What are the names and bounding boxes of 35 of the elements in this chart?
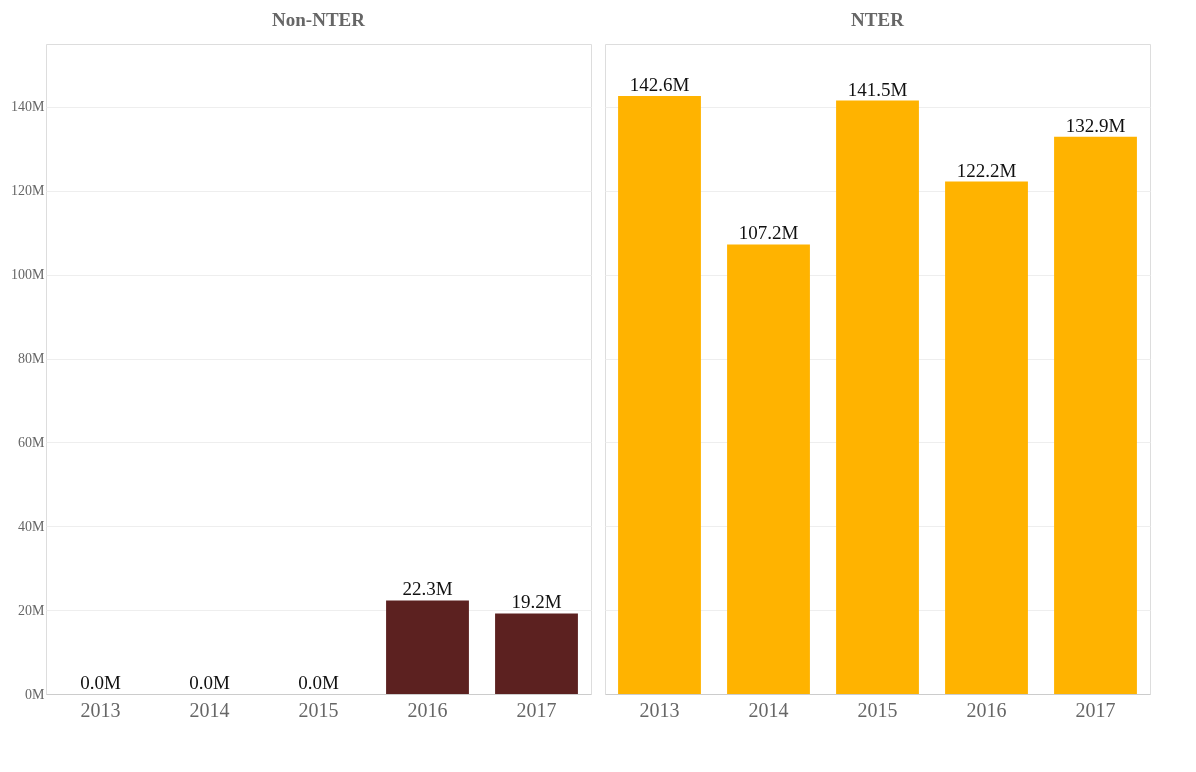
data-label: 0.0M [80, 672, 121, 693]
y-tick-label: 40M [18, 518, 46, 534]
x-tick-label: 2015 [857, 698, 898, 721]
x-tick-label: 2016 [966, 698, 1007, 721]
bar [618, 96, 701, 694]
data-label: 0.0M [189, 672, 230, 693]
x-tick-label: 2013 [639, 698, 680, 721]
data-label: 0.0M [298, 672, 339, 693]
chart-title: Non-NTER [272, 9, 366, 30]
x-tick-label: 2017 [1075, 698, 1116, 721]
data-label: 22.3M [402, 578, 453, 600]
data-label: 19.2M [511, 591, 562, 613]
y-tick-label: 20M [18, 602, 46, 618]
bar [727, 244, 810, 694]
data-label: 142.6M [629, 74, 690, 95]
x-tick-label: 2017 [516, 698, 557, 721]
bar [836, 100, 919, 694]
y-tick-label: 60M [18, 434, 46, 450]
bar [945, 181, 1028, 694]
x-tick-label: 2016 [407, 698, 448, 721]
data-label: 132.9M [1065, 114, 1126, 136]
y-tick-label: 0M [25, 686, 46, 702]
y-tick-label: 140M [11, 99, 46, 115]
x-tick-label: 2014 [748, 698, 789, 721]
y-tick-label: 120M [11, 183, 46, 199]
x-tick-label: 2013 [80, 698, 121, 721]
y-tick-label: 100M [11, 267, 46, 283]
data-label: 122.2M [956, 159, 1017, 181]
x-tick-label: 2015 [298, 698, 339, 721]
bar [1054, 136, 1137, 694]
data-label: 107.2M [738, 222, 799, 244]
chart-title: NTER [851, 9, 905, 30]
x-tick-label: 2014 [189, 698, 230, 721]
data-label: 141.5M [847, 78, 908, 100]
y-tick-label: 80M [18, 351, 46, 367]
